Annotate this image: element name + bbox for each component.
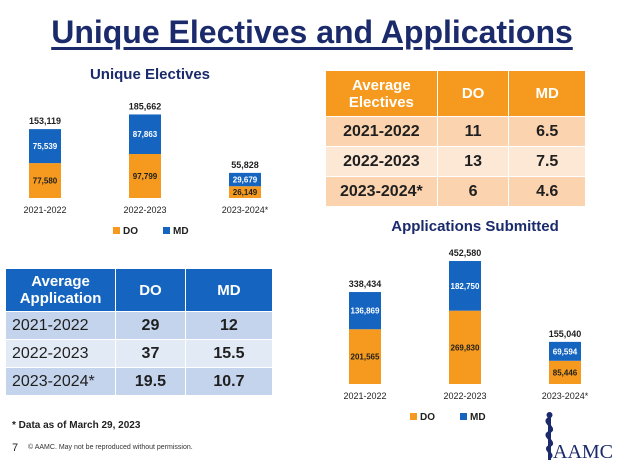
data-label: 136,869 <box>351 307 380 316</box>
table-cell: 2023-2024* <box>325 176 438 207</box>
total-label: 55,828 <box>231 160 259 170</box>
table-cell: 12 <box>184 311 274 340</box>
legend-swatch-md <box>460 413 467 420</box>
table-cell: 10.7 <box>184 367 274 396</box>
bar-md <box>349 292 381 330</box>
chart-title-unique-electives: Unique Electives <box>89 66 211 83</box>
footnote: * Data as of March 29, 2023 <box>12 420 141 431</box>
page-title: Unique Electives and Applications <box>51 14 573 50</box>
data-label: 87,863 <box>133 130 158 139</box>
data-label: 201,565 <box>351 353 380 362</box>
bar-md <box>449 261 481 311</box>
x-tick-label: 2023-2024* <box>222 205 269 215</box>
total-label: 338,434 <box>349 279 382 289</box>
table-row: 2023-2024* 6 4.6 <box>325 176 586 207</box>
table-cell: 15.5 <box>184 339 274 368</box>
table-cell: 11 <box>436 116 510 147</box>
bar-md <box>229 172 261 187</box>
table-row: 2021-2022 29 12 <box>4 311 274 340</box>
page-number: 7 <box>12 442 19 454</box>
data-label: 69,594 <box>553 347 578 356</box>
table-header-row: Average Electives DO MD <box>325 70 586 117</box>
table-header-cell: DO <box>436 70 510 117</box>
total-label: 155,040 <box>549 329 582 339</box>
total-label: 153,119 <box>29 116 61 126</box>
average-electives-table: Average Electives DO MD 2021-2022 11 6.5… <box>325 70 586 207</box>
bar-do <box>449 310 481 384</box>
x-tick-label: 2023-2024* <box>542 391 589 401</box>
legend-label: MD <box>173 226 189 237</box>
data-label: 85,446 <box>553 368 578 377</box>
x-tick-label: 2021-2022 <box>343 391 386 401</box>
table-cell: 13 <box>436 146 510 177</box>
data-label: 75,539 <box>33 142 58 151</box>
bar-do <box>129 153 161 198</box>
aamc-logo-icon <box>545 412 553 460</box>
data-label: 97,799 <box>133 172 158 181</box>
legend-swatch-md <box>163 227 170 234</box>
table-cell: 19.5 <box>115 367 186 396</box>
bar-md <box>549 341 581 361</box>
average-application-table: Average Application DO MD 2021-2022 29 1… <box>4 268 274 396</box>
chart-title-applications-submitted: Applications Submitted <box>391 218 559 235</box>
table-cell: 29 <box>115 311 186 340</box>
data-label: 77,580 <box>33 177 58 186</box>
table-cell: 2021-2022 <box>4 311 117 340</box>
table-header-cell: DO <box>115 268 186 312</box>
applications-submitted-chart: 201,565 136,869 338,434 2021-2022 269,830 182… <box>343 248 589 423</box>
table-cell: 7.5 <box>508 146 586 177</box>
table-row: 2022-2023 37 15.5 <box>4 339 274 368</box>
legend-swatch-do <box>113 227 120 234</box>
table-header-cell: Average Application <box>4 268 117 312</box>
table-row: 2022-2023 13 7.5 <box>325 146 586 177</box>
table-row: 2023-2024* 19.5 10.7 <box>4 367 274 396</box>
table-header-cell: MD <box>508 70 586 117</box>
table-header-row: Average Application DO MD <box>4 268 274 312</box>
data-label: 29,679 <box>233 176 258 185</box>
table-cell: 2021-2022 <box>325 116 438 147</box>
bar-do <box>229 186 261 198</box>
bar-do <box>549 360 581 384</box>
x-tick-label: 2021-2022 <box>23 205 66 215</box>
table-header-cell: Average Electives <box>325 70 438 117</box>
total-label: 185,662 <box>129 101 162 111</box>
table-cell: 6.5 <box>508 116 586 147</box>
table-row: 2021-2022 11 6.5 <box>325 116 586 147</box>
data-label: 182,750 <box>451 282 480 291</box>
table-cell: 2023-2024* <box>4 367 117 396</box>
table-cell: 6 <box>436 176 510 207</box>
copyright-notice: © AAMC. May not be reproduced without pe… <box>28 444 193 451</box>
table-cell: 2022-2023 <box>4 339 117 368</box>
logo-text: AAMC <box>553 441 614 463</box>
total-label: 452,580 <box>449 248 482 258</box>
legend-label: DO <box>420 412 435 423</box>
table-cell: 4.6 <box>508 176 586 207</box>
data-label: 26,149 <box>233 188 258 197</box>
bar-do <box>349 329 381 384</box>
unique-electives-chart: 77,580 75,539 153,119 2021-2022 97,799 87,863… <box>23 101 269 237</box>
table-cell: 37 <box>115 339 186 368</box>
legend-label: DO <box>123 226 138 237</box>
data-label: 269,830 <box>451 343 480 352</box>
legend-label: MD <box>470 412 486 423</box>
legend-swatch-do <box>410 413 417 420</box>
x-tick-label: 2022-2023 <box>123 205 166 215</box>
table-header-cell: MD <box>184 268 274 312</box>
bar-do <box>29 163 61 198</box>
x-tick-label: 2022-2023 <box>443 391 486 401</box>
table-cell: 2022-2023 <box>325 146 438 177</box>
bar-md <box>129 114 161 154</box>
bar-md <box>29 129 61 164</box>
